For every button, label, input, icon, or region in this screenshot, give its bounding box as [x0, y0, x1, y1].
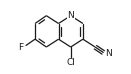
- Text: N: N: [106, 50, 112, 58]
- Text: N: N: [67, 11, 74, 20]
- Text: Cl: Cl: [66, 58, 75, 67]
- Text: F: F: [19, 42, 24, 52]
